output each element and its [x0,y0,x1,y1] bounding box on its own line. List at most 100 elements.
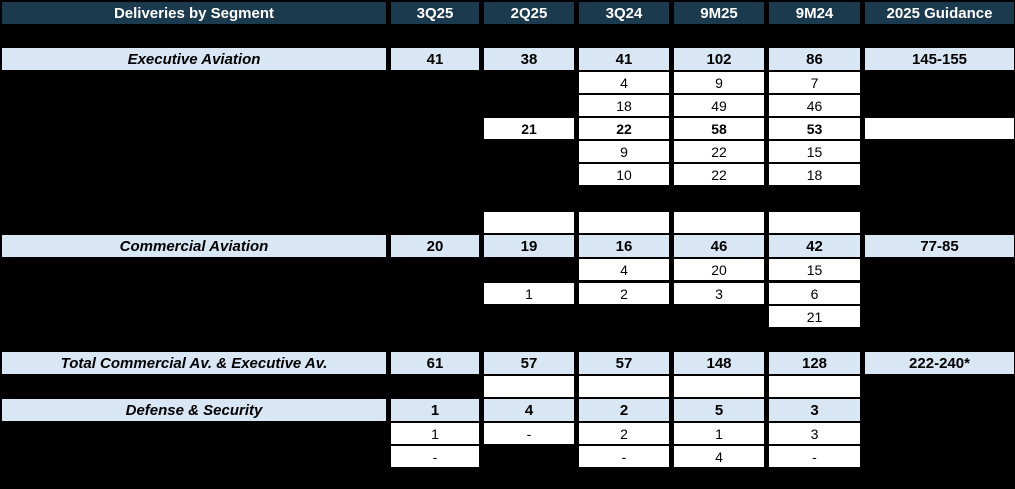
row-defense-sub-1: 1 - 2 1 3 [2,423,1014,444]
cell-2q25: 1 [484,283,574,304]
cell-9m25: 4 [674,446,764,467]
cell-9m25-empty [674,212,764,233]
cell-guidance [865,423,1014,444]
section-label-commercial-aviation: Commercial Aviation [2,235,386,257]
cell-2q25 [484,306,574,327]
cell-3q25 [391,212,479,233]
cell-2q25 [484,259,574,280]
cell-guidance [865,446,1014,467]
row-spacer-2 [2,376,1014,397]
cell-2q25 [484,72,574,93]
cell-3q24-empty [579,376,669,397]
cell-9m24: 53 [769,118,860,139]
cell-9m25: 22 [674,141,764,162]
cell-3q24 [579,306,669,327]
cell-3q24: 10 [579,164,669,185]
row-defense-sub-2: - - 4 - [2,446,1014,467]
cell-label-hidden [2,423,386,444]
cell-9m25: 58 [674,118,764,139]
cell-9m25: 5 [674,399,764,421]
cell-3q25: 41 [391,48,479,70]
cell-3q24: 16 [579,235,669,257]
cell-guidance [865,141,1014,162]
cell-label-hidden [2,306,386,327]
header-2025-guidance: 2025 Guidance [865,2,1014,24]
cell-3q25: 1 [391,399,479,421]
section-label-total: Total Commercial Av. & Executive Av. [2,352,386,374]
cell-9m25: 46 [674,235,764,257]
cell-9m25: 148 [674,352,764,374]
cell-guidance [865,72,1014,93]
cell-3q24: 2 [579,423,669,444]
cell-3q24: 9 [579,141,669,162]
cell-label-hidden [2,72,386,93]
cell-guidance: 77-85 [865,235,1014,257]
cell-9m24: 6 [769,283,860,304]
row-executive-sub-1: 4 9 7 [2,72,1014,93]
cell-9m24: 15 [769,141,860,162]
cell-guidance [865,376,1014,397]
cell-9m25 [674,306,764,327]
cell-guidance: 145-155 [865,48,1014,70]
cell-9m24: 21 [769,306,860,327]
cell-guidance [865,306,1014,327]
cell-9m24: 42 [769,235,860,257]
cell-9m24: 46 [769,95,860,116]
cell-2q25 [484,141,574,162]
cell-label-hidden [2,95,386,116]
cell-guidance [865,212,1014,233]
cell-2q25-empty [484,376,574,397]
cell-3q24: 4 [579,72,669,93]
row-commercial-sub-2: 1 2 3 6 [2,283,1014,304]
header-9m24: 9M24 [769,2,860,24]
cell-2q25: 19 [484,235,574,257]
cell-3q25 [391,72,479,93]
cell-3q25 [391,376,479,397]
cell-3q25: 61 [391,352,479,374]
section-label-executive-aviation: Executive Aviation [2,48,386,70]
cell-9m25-empty [674,376,764,397]
cell-9m24: 3 [769,399,860,421]
header-2q25: 2Q25 [484,2,574,24]
row-commercial-sub-1: 4 20 15 [2,259,1014,280]
cell-label-hidden [2,259,386,280]
cell-9m25: 22 [674,164,764,185]
cell-label-hidden [2,141,386,162]
header-3q24: 3Q24 [579,2,669,24]
cell-3q25 [391,141,479,162]
cell-label-hidden [2,283,386,304]
row-defense-security: Defense & Security 1 4 2 5 3 [2,399,1014,421]
cell-3q25 [391,259,479,280]
row-spacer-1 [2,212,1014,233]
cell-2q25-empty [484,212,574,233]
cell-label-hidden [2,376,386,397]
cell-guidance [865,283,1014,304]
header-row: Deliveries by Segment 3Q25 2Q25 3Q24 9M2… [2,2,1014,24]
cell-2q25: 38 [484,48,574,70]
cell-2q25: 57 [484,352,574,374]
cell-9m25: 1 [674,423,764,444]
cell-9m24-empty [769,376,860,397]
cell-guidance: 222-240* [865,352,1014,374]
cell-9m24: 3 [769,423,860,444]
cell-2q25: - [484,423,574,444]
row-executive-sub-5: 10 22 18 [2,164,1014,185]
row-executive-sub-4: 9 22 15 [2,141,1014,162]
cell-3q25 [391,164,479,185]
cell-9m24: 7 [769,72,860,93]
section-label-defense-security: Defense & Security [2,399,386,421]
cell-label-hidden [2,212,386,233]
cell-3q24: 57 [579,352,669,374]
cell-9m24-empty [769,212,860,233]
cell-guidance [865,259,1014,280]
cell-9m25: 20 [674,259,764,280]
header-deliveries-by-segment: Deliveries by Segment [2,2,386,24]
cell-label-hidden [2,164,386,185]
cell-label-hidden [2,118,386,139]
cell-9m24: 86 [769,48,860,70]
header-9m25: 9M25 [674,2,764,24]
cell-2q25: 21 [484,118,574,139]
row-executive-sub-2: 18 49 46 [2,95,1014,116]
cell-9m25: 9 [674,72,764,93]
